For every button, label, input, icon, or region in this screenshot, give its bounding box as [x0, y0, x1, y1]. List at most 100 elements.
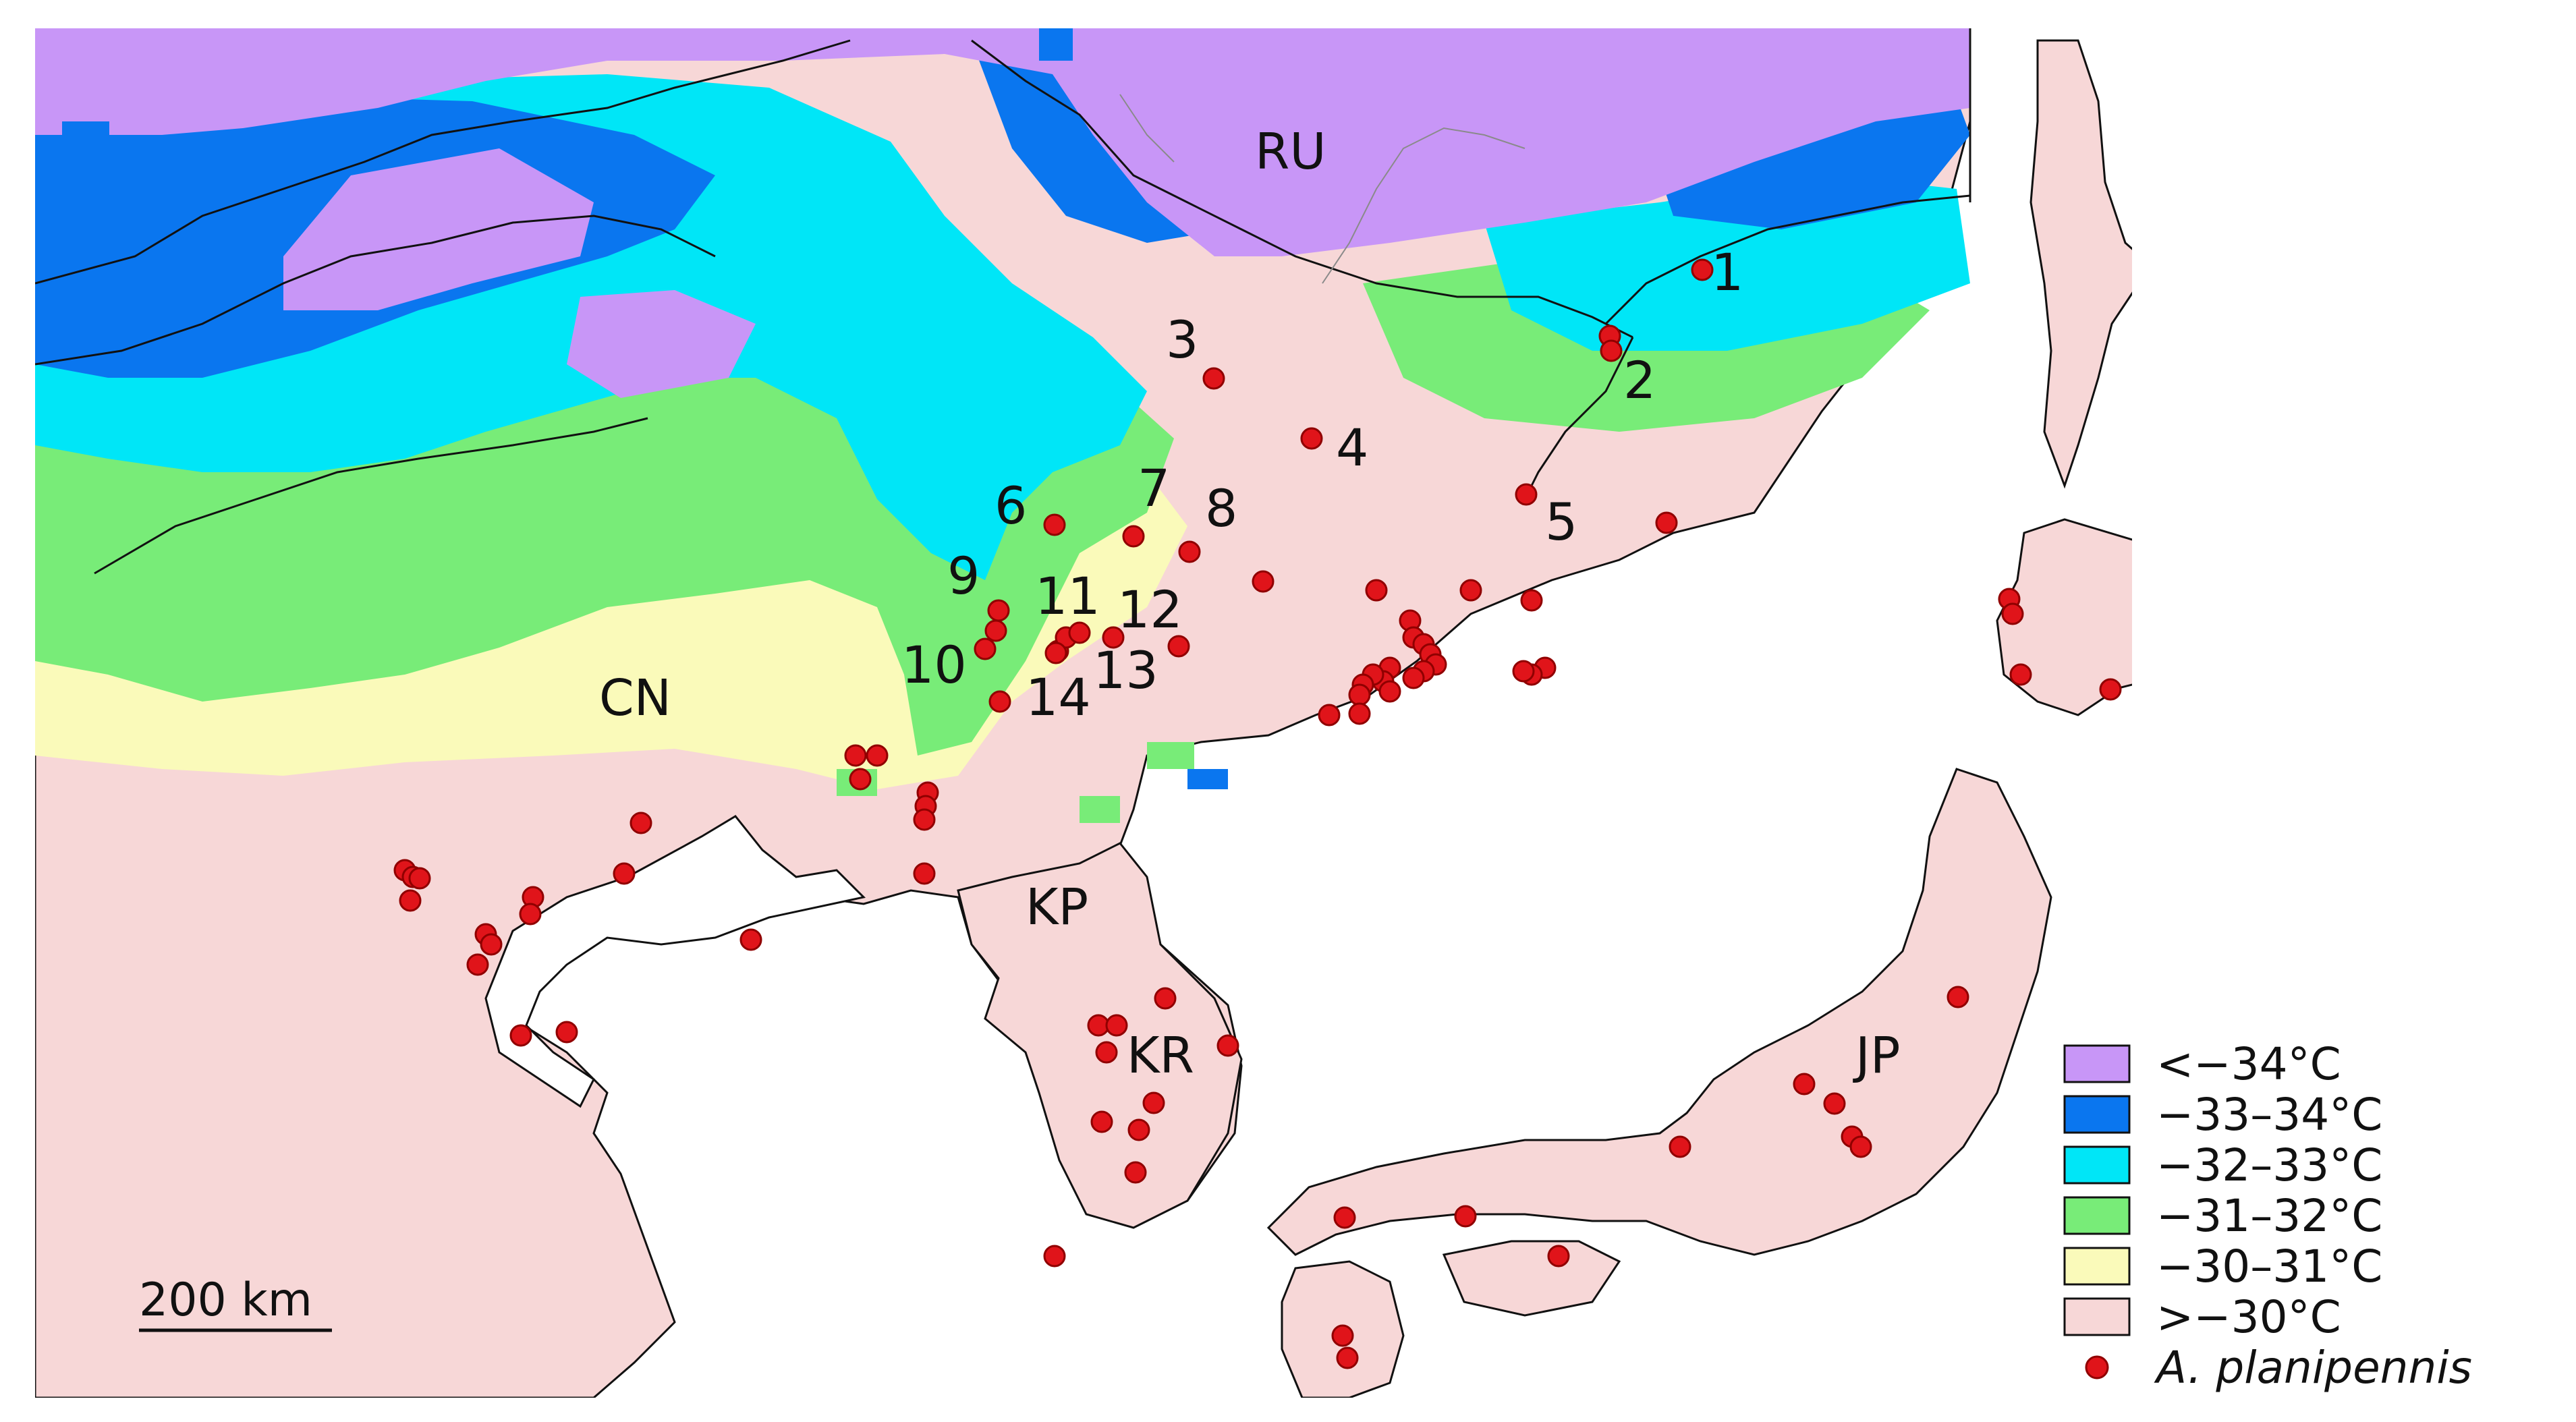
- occurrence-point: [1068, 621, 1091, 644]
- occurrence-point: [509, 1024, 532, 1047]
- occurrence-point: [555, 1021, 578, 1044]
- occurrence-point: [1454, 1205, 1477, 1228]
- country-label-jp: JP: [1853, 1027, 1900, 1085]
- occurrence-point: [974, 637, 997, 660]
- occurrence-point: [1154, 987, 1177, 1010]
- sakhalin-island: [2029, 39, 2132, 489]
- occurrence-point: [629, 812, 652, 834]
- legend-label-31-32: −31–32°C: [2156, 1190, 2382, 1242]
- occurrence-point: [1043, 1245, 1066, 1268]
- occurrence-point: [1331, 1324, 1354, 1347]
- occurrence-point: [519, 903, 542, 926]
- occurrence-point: [913, 808, 936, 831]
- legend-swatch-lt-34: [2063, 1044, 2131, 1083]
- occurrence-point: [1691, 258, 1714, 281]
- occurrence-point: [1823, 1092, 1846, 1115]
- country-label-kp: KP: [1026, 878, 1088, 936]
- legend-label-33-34: −33–34°C: [2156, 1089, 2382, 1141]
- temperature-zone-overlay: [35, 28, 1970, 823]
- legend-label-gt-30: >−30°C: [2156, 1291, 2341, 1343]
- occurrence-point: [1333, 1206, 1356, 1229]
- occurrence-point: [1459, 579, 1482, 602]
- site-label-7: 7: [1138, 458, 1170, 518]
- legend-label-30-31: −30–31°C: [2156, 1241, 2382, 1292]
- occurrence-point: [2001, 602, 2024, 625]
- occurrence-point: [844, 744, 867, 767]
- legend-label-32-33: −32–33°C: [2156, 1139, 2382, 1191]
- site-label-10: 10: [901, 635, 967, 695]
- occurrence-point: [1849, 1135, 1872, 1158]
- bohai-sea: [484, 815, 866, 1108]
- occurrence-point: [1512, 660, 1535, 683]
- site-label-3: 3: [1166, 310, 1198, 370]
- legend-label-lt-34: <−34°C: [2156, 1038, 2341, 1090]
- legend-species-marker: [2085, 1355, 2109, 1380]
- occurrence-point: [913, 862, 936, 885]
- border-lines: [35, 28, 1971, 575]
- occurrence-point: [1167, 635, 1190, 658]
- occurrence-point: [987, 599, 1010, 622]
- scale-bar-label: 200 km: [139, 1274, 312, 1327]
- occurrence-point: [1378, 680, 1401, 703]
- legend-swatch-30-31: [2063, 1247, 2131, 1286]
- legend-swatch-32-33: [2063, 1145, 2131, 1185]
- occurrence-point: [1105, 1014, 1128, 1037]
- site-label-6: 6: [995, 476, 1027, 536]
- site-label-11: 11: [1035, 566, 1100, 626]
- occurrence-point: [1520, 589, 1543, 612]
- occurrence-point: [1655, 511, 1678, 534]
- occurrence-point: [739, 928, 762, 951]
- province-lines: [1119, 94, 1525, 284]
- occurrence-point: [1124, 1161, 1147, 1184]
- occurrence-point: [866, 744, 889, 767]
- occurrence-point: [1127, 1118, 1150, 1141]
- occurrence-point: [1142, 1091, 1165, 1114]
- occurrence-point: [408, 867, 431, 890]
- country-label-ru: RU: [1255, 123, 1326, 181]
- occurrence-point: [988, 690, 1011, 713]
- honshu-island: [1266, 768, 2052, 1256]
- legend-species-label: A. planipennis: [2154, 1342, 2472, 1394]
- site-label-1: 1: [1711, 242, 1743, 302]
- occurrence-points: [393, 258, 2122, 1369]
- occurrence-point: [1600, 339, 1623, 362]
- occurrence-point: [1947, 986, 1969, 1008]
- occurrence-point: [1547, 1245, 1570, 1268]
- site-labels: 1 2 3 4 5 6 7 8 9 10 11 12 13 14: [901, 242, 1743, 727]
- occurrence-point: [1515, 483, 1538, 506]
- occurrence-point: [480, 933, 503, 956]
- occurrence-point: [1318, 704, 1341, 727]
- occurrence-point: [466, 953, 489, 976]
- legend: <−34°C −33–34°C −32–33°C −31–32°C −30–31…: [2063, 1038, 2472, 1394]
- occurrence-point: [1202, 367, 1225, 390]
- occurrence-point: [2009, 663, 2032, 686]
- occurrence-point: [1793, 1073, 1816, 1096]
- country-label-cn: CN: [599, 669, 671, 727]
- legend-swatch-33-34: [2063, 1095, 2131, 1134]
- occurrence-point: [1348, 683, 1371, 706]
- occurrence-point: [1090, 1110, 1113, 1133]
- occurrence-point: [1365, 579, 1388, 602]
- legend-swatch-31-32: [2063, 1196, 2131, 1235]
- site-label-5: 5: [1545, 492, 1577, 552]
- occurrence-point: [1102, 626, 1125, 649]
- occurrence-point: [1669, 1135, 1691, 1158]
- occurrence-point: [1252, 570, 1275, 593]
- site-label-4: 4: [1336, 418, 1368, 478]
- occurrence-point: [849, 768, 872, 791]
- occurrence-point: [1122, 525, 1145, 548]
- occurrence-point: [1300, 427, 1323, 450]
- occurrence-point: [1402, 666, 1425, 689]
- occurrence-point: [1178, 540, 1201, 563]
- occurrence-point: [1095, 1041, 1118, 1064]
- site-label-13: 13: [1093, 640, 1158, 700]
- scale-bar: 200 km: [139, 1274, 332, 1332]
- site-label-12: 12: [1117, 579, 1183, 639]
- occurrence-point: [1043, 513, 1066, 536]
- site-label-8: 8: [1205, 478, 1237, 538]
- occurrence-point: [613, 862, 636, 885]
- country-label-kr: KR: [1127, 1027, 1194, 1085]
- legend-swatch-gt-30: [2063, 1297, 2131, 1336]
- occurrence-point: [1348, 702, 1371, 725]
